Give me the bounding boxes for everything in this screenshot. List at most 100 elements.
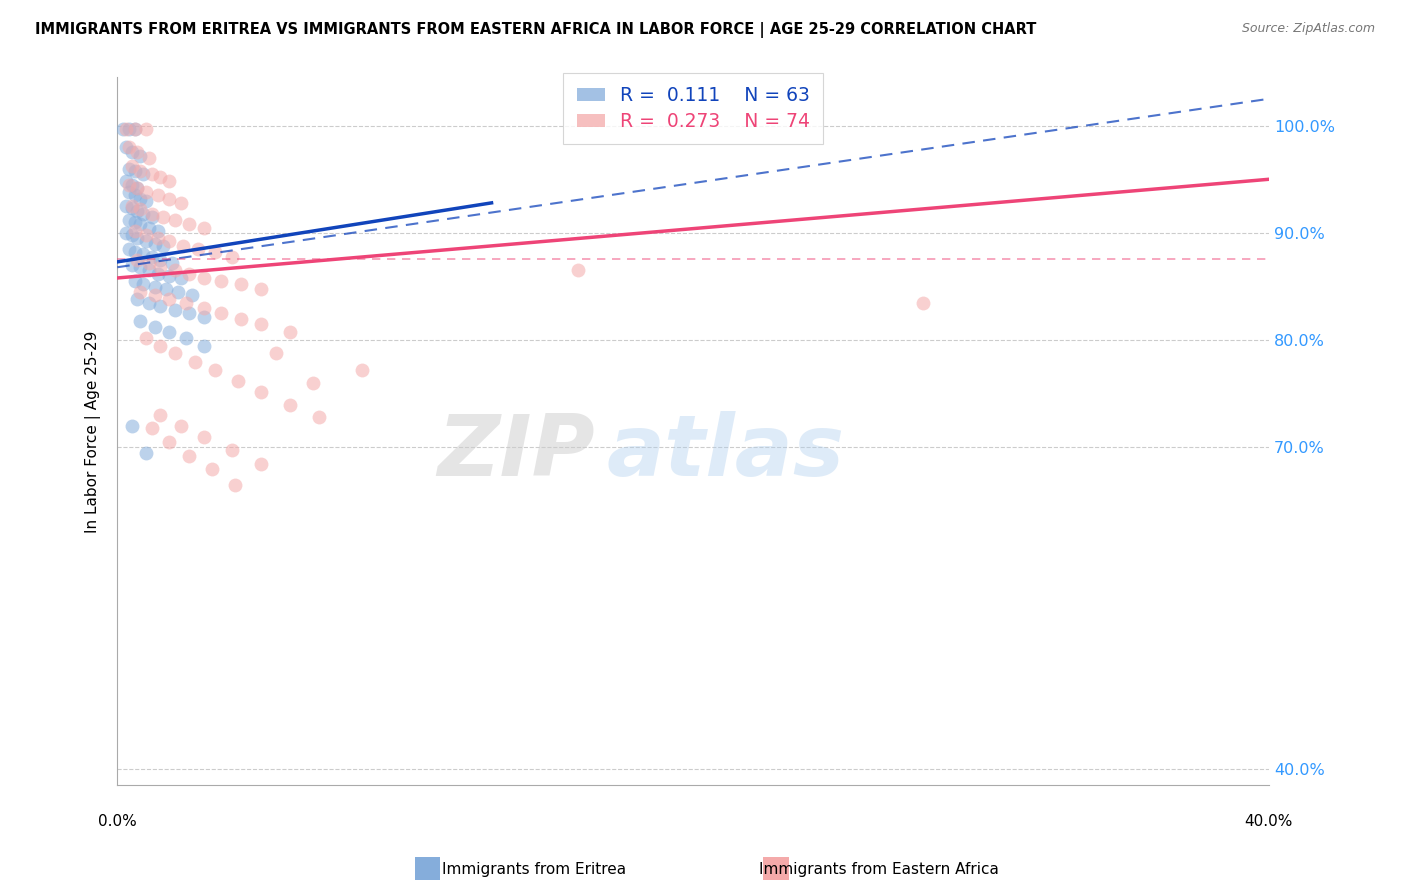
Point (250, 317, 273, 331)
Point (124, 188, 146, 202)
Point (129, 202, 152, 217)
Point (121, 258, 143, 272)
Text: 0.0%: 0.0% (98, 814, 136, 829)
Text: Immigrants from Eastern Africa: Immigrants from Eastern Africa (759, 863, 998, 877)
Point (135, 446, 157, 460)
Point (278, 398, 301, 412)
Point (169, 419, 191, 434)
Point (163, 213, 186, 227)
Point (250, 384, 273, 399)
Point (157, 293, 180, 307)
Point (250, 282, 273, 296)
Point (146, 224, 169, 238)
Point (264, 346, 287, 360)
Point (121, 201, 143, 215)
Point (193, 310, 215, 324)
Point (157, 325, 180, 339)
Point (121, 228, 143, 243)
Point (221, 250, 243, 264)
Point (141, 167, 163, 181)
Point (138, 151, 160, 165)
Point (157, 235, 180, 249)
Point (124, 121, 146, 136)
Point (132, 167, 155, 181)
Point (152, 239, 174, 253)
Point (121, 145, 143, 160)
Point (138, 256, 160, 270)
Point (193, 301, 215, 315)
Text: Source: ZipAtlas.com: Source: ZipAtlas.com (1241, 22, 1375, 36)
Text: atlas: atlas (607, 411, 845, 494)
Point (157, 268, 180, 283)
Point (173, 239, 195, 253)
Point (149, 260, 172, 275)
Point (132, 247, 155, 261)
Point (141, 210, 163, 224)
Point (118, 121, 141, 136)
Point (278, 325, 301, 339)
Point (124, 224, 146, 238)
Point (124, 274, 146, 288)
Point (127, 293, 149, 307)
Point (179, 306, 201, 320)
Point (204, 245, 226, 260)
Point (121, 178, 143, 192)
Point (169, 195, 191, 210)
Point (149, 170, 172, 185)
Point (129, 260, 152, 275)
Point (127, 252, 149, 267)
Point (143, 279, 166, 293)
Point (152, 210, 174, 224)
Point (127, 231, 149, 245)
Point (163, 303, 186, 318)
Point (912, 295, 935, 310)
Point (157, 192, 180, 206)
Point (308, 410, 330, 425)
Point (138, 220, 160, 235)
Point (118, 185, 141, 199)
Point (176, 331, 198, 345)
Point (115, 121, 138, 136)
Point (193, 430, 215, 444)
Point (146, 188, 169, 202)
Point (160, 256, 183, 270)
Point (179, 267, 201, 281)
Point (229, 311, 252, 326)
Point (181, 288, 204, 302)
Y-axis label: In Labor Force | Age 25-29: In Labor Force | Age 25-29 (86, 330, 101, 533)
Point (250, 457, 273, 471)
Point (224, 478, 246, 492)
Point (184, 354, 207, 368)
Point (138, 295, 160, 310)
Text: ZIP: ZIP (437, 411, 595, 494)
Point (143, 236, 166, 251)
Point (129, 285, 152, 299)
Point (350, 363, 373, 377)
Point (149, 338, 172, 352)
Point (149, 299, 172, 313)
Point (141, 206, 163, 220)
Point (124, 215, 146, 229)
Point (129, 163, 152, 178)
Point (132, 277, 155, 292)
Point (209, 274, 232, 288)
Point (121, 419, 143, 434)
Point (129, 314, 152, 328)
Text: 40.0%: 40.0% (1244, 814, 1294, 829)
Point (135, 194, 157, 208)
Point (193, 338, 215, 352)
Point (229, 277, 252, 292)
Point (121, 199, 143, 213)
Point (118, 178, 141, 192)
Legend: R =  0.111    N = 63, R =  0.273    N = 74: R = 0.111 N = 63, R = 0.273 N = 74 (564, 72, 823, 145)
Point (132, 206, 155, 220)
Point (124, 245, 146, 260)
Point (135, 228, 157, 243)
Point (226, 374, 249, 388)
Point (124, 121, 146, 136)
Point (201, 462, 224, 476)
Point (149, 409, 172, 423)
Point (193, 271, 215, 285)
Point (141, 421, 163, 435)
Point (118, 161, 141, 176)
